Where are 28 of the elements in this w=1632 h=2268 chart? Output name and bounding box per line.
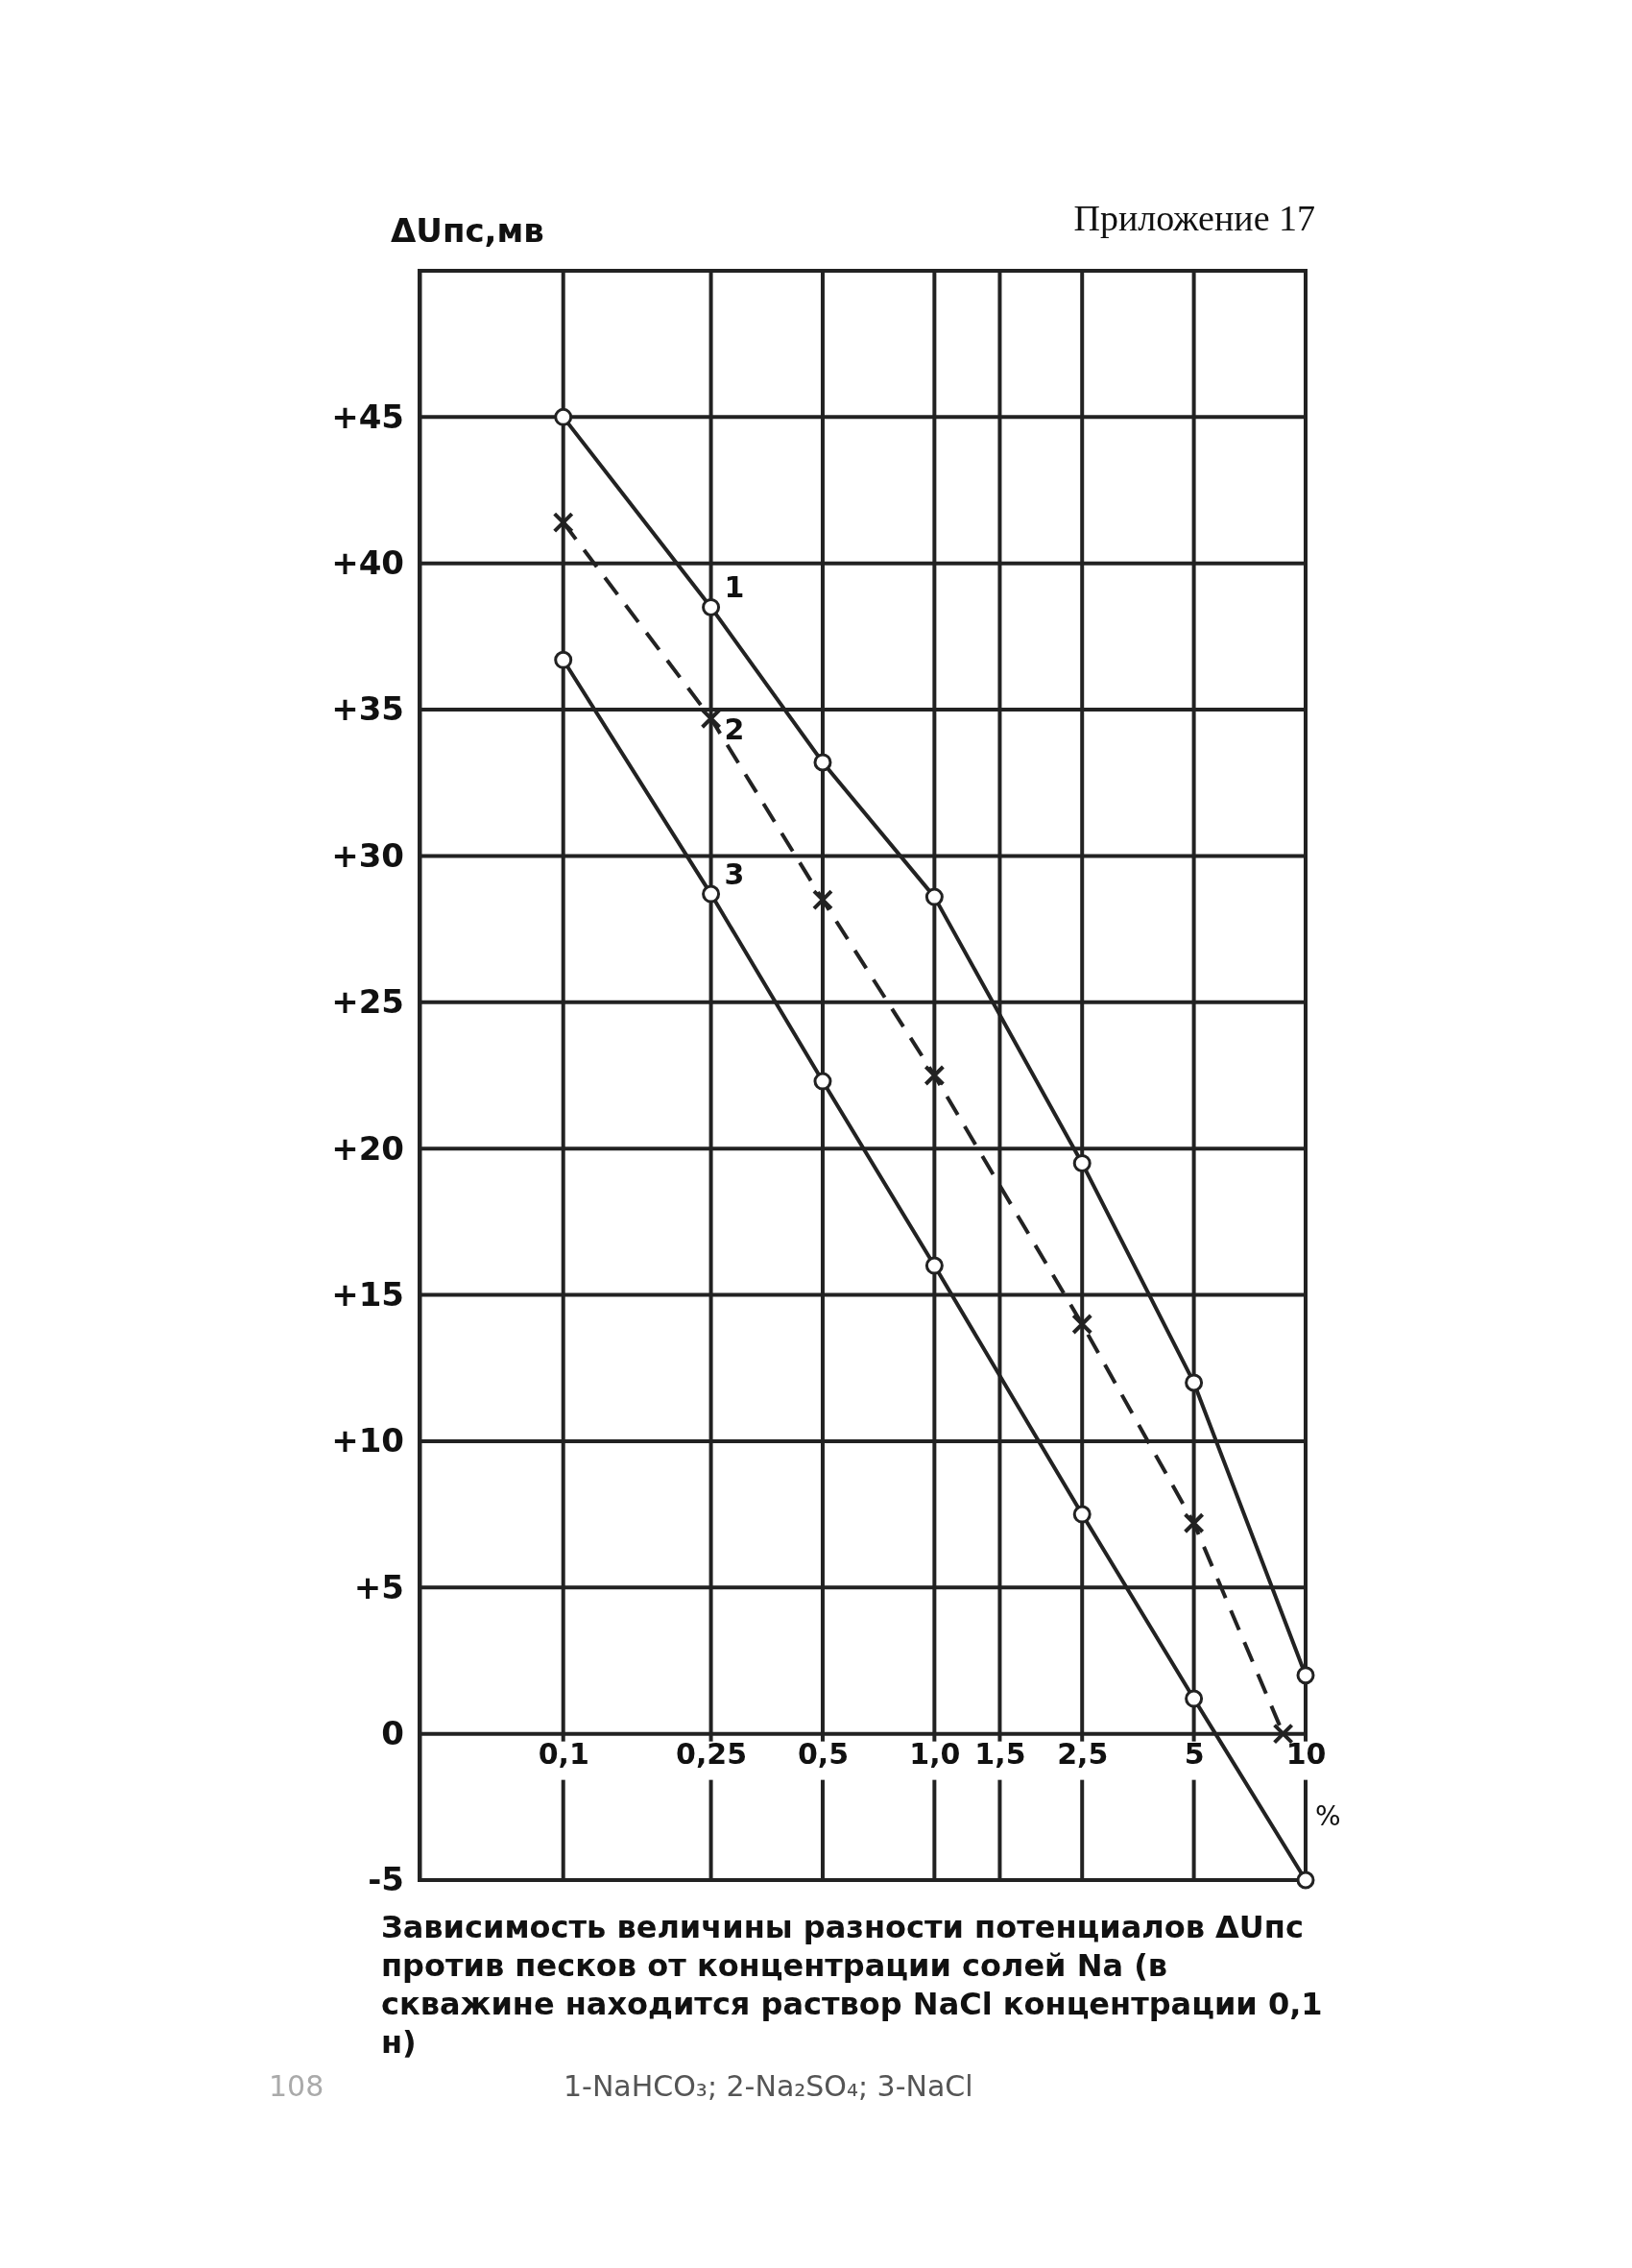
x-tick-label: 1,0: [909, 1736, 961, 1771]
x-tick-label: 1,5: [974, 1736, 1026, 1771]
y-tick-label: +15: [331, 1274, 404, 1314]
text: 108: [269, 2069, 324, 2103]
y-tick-label: +45: [331, 397, 404, 436]
series-label: 2: [724, 712, 745, 747]
y-tick-label: +10: [331, 1421, 404, 1460]
x-tick-label: 0,25: [676, 1736, 748, 1771]
y-tick-label: +5: [353, 1567, 404, 1606]
y-tick-label: +20: [331, 1128, 404, 1168]
y-tick-label: +35: [331, 689, 404, 729]
y-axis-title: ΔUпс,мв: [391, 211, 544, 250]
x-tick-label: 0,5: [797, 1736, 850, 1771]
text: Зависимость величины разности потенциалов ΔUпс против песков от концентрации солей Na (в скважине находится раствор NaCl концентрации 0,1 н): [381, 1909, 1323, 2061]
series-label: 3: [724, 857, 745, 892]
text: Приложение 17: [1073, 198, 1315, 238]
y-tick-label: -5: [368, 1860, 404, 1899]
x-tick-label: 10: [1285, 1736, 1327, 1771]
x-tick-label: 2,5: [1057, 1736, 1109, 1771]
y-tick-label: 0: [381, 1714, 404, 1753]
x-axis-title: %: [1315, 1799, 1341, 1832]
text: 1-NaHCO₃; 2-Na₂SO₄; 3-NaCl: [564, 2069, 973, 2103]
x-tick-label: 5: [1184, 1736, 1205, 1771]
y-tick-label: +30: [331, 835, 404, 875]
x-tick-label: 0,1: [538, 1736, 589, 1771]
y-tick-label: +40: [331, 543, 404, 583]
y-tick-label: +25: [331, 982, 404, 1022]
series-label: 1: [724, 570, 745, 605]
